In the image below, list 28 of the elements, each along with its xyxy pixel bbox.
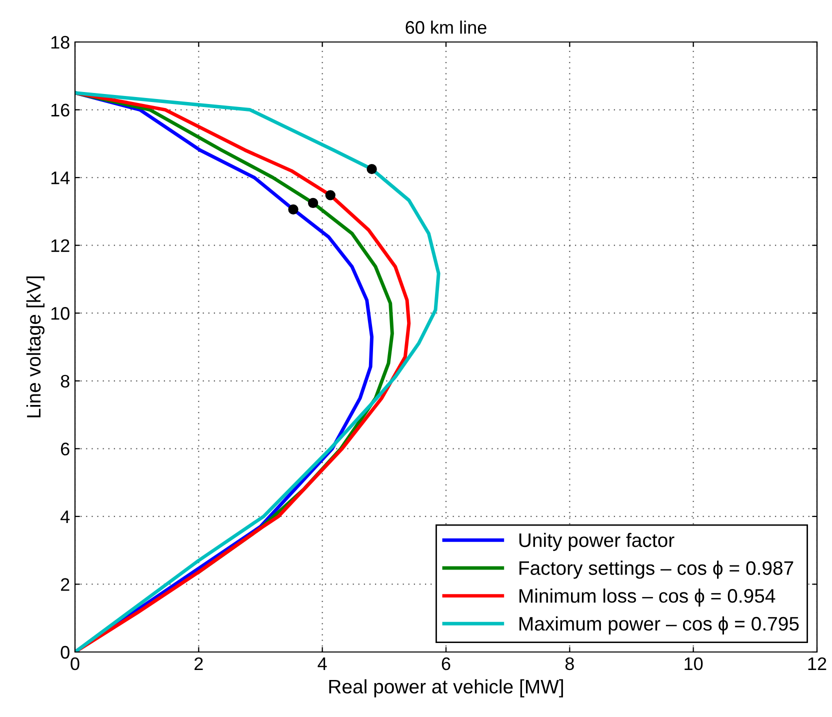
y-tick-label: 16 (51, 104, 70, 116)
x-tick-label: 8 (565, 657, 574, 670)
x-axis-title: Real power at vehicle [MW] (329, 679, 563, 698)
y-tick-label: 6 (61, 442, 70, 456)
y-tick-label: 2 (61, 578, 70, 591)
legend-label: Minimum loss – cos ϕ = 0.954 (520, 588, 776, 607)
y-tick-label: 12 (51, 239, 70, 252)
point (366, 164, 377, 174)
x-tick-label: 10 (684, 657, 703, 670)
point (325, 190, 336, 200)
legend-label: Factory settings – cos ϕ = 0.987 (520, 560, 794, 579)
y-axis-title: Line voltage [kV] (26, 276, 44, 418)
chart-title: 60 km line (406, 20, 486, 34)
y-tick-label: 8 (60, 374, 70, 388)
point (308, 198, 318, 208)
legend-label: Maximum power – cos ϕ = 0.795 (520, 616, 799, 634)
x-tick-label: 6 (442, 657, 450, 670)
y-tick-label: 10 (51, 307, 70, 320)
x-tick-label: 12 (808, 657, 826, 670)
point (288, 204, 298, 214)
x-tick-label: 0 (70, 657, 80, 670)
legend-label: Unity power factor (519, 532, 674, 551)
x-tick-label: 4 (318, 658, 327, 670)
y-tick-label: 4 (60, 510, 70, 523)
y-tick-label: 14 (51, 172, 70, 184)
y-tick-label: 0 (60, 646, 70, 659)
y-tick-label: 18 (51, 36, 70, 49)
x-tick-label: 2 (194, 657, 203, 670)
